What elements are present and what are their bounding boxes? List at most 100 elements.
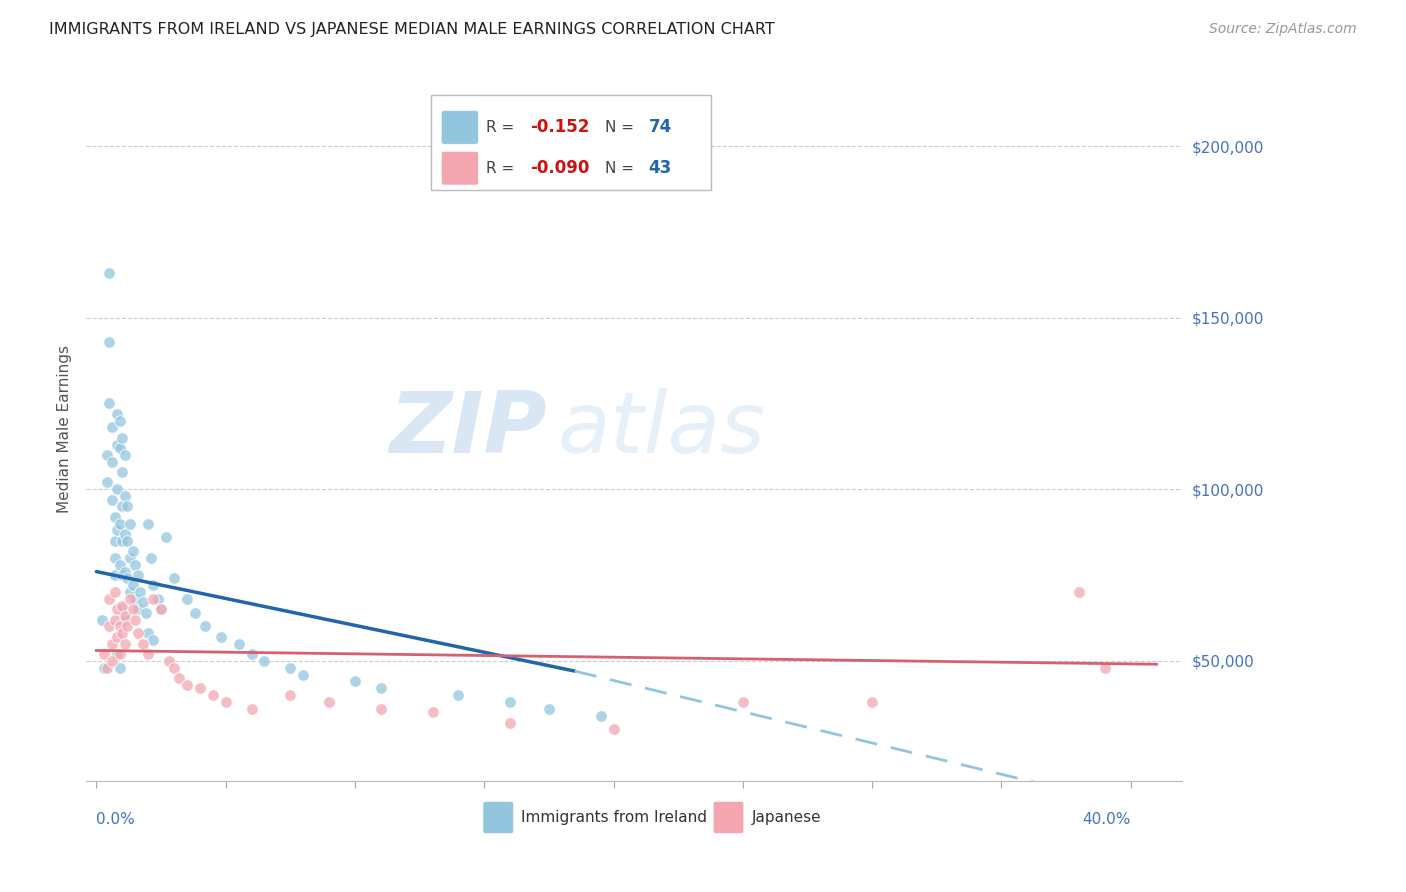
Text: ZIP: ZIP xyxy=(389,388,547,471)
Point xyxy=(589,708,612,723)
Point xyxy=(499,695,522,709)
Point xyxy=(111,500,134,514)
Text: Immigrants from Ireland: Immigrants from Ireland xyxy=(522,810,707,825)
Point xyxy=(139,550,162,565)
FancyBboxPatch shape xyxy=(482,801,513,834)
Point xyxy=(240,702,263,716)
Point xyxy=(499,715,522,730)
Point xyxy=(105,647,128,661)
Text: 40.0%: 40.0% xyxy=(1083,812,1130,827)
Point xyxy=(148,592,170,607)
Point xyxy=(194,619,217,633)
Point xyxy=(731,695,754,709)
Point xyxy=(124,558,146,572)
Point xyxy=(121,544,143,558)
Point xyxy=(101,455,124,469)
Point xyxy=(108,414,131,428)
Point xyxy=(228,637,250,651)
FancyBboxPatch shape xyxy=(441,152,478,185)
Text: 43: 43 xyxy=(648,159,672,178)
Point xyxy=(343,674,366,689)
Point xyxy=(117,533,139,548)
Point xyxy=(108,619,131,633)
Point xyxy=(108,441,131,455)
Text: N =: N = xyxy=(605,161,638,176)
Text: -0.152: -0.152 xyxy=(530,119,589,136)
Text: -0.090: -0.090 xyxy=(530,159,589,178)
Point xyxy=(176,592,198,607)
Text: 74: 74 xyxy=(648,119,672,136)
Point xyxy=(114,489,136,503)
Point xyxy=(90,613,112,627)
Point xyxy=(105,602,128,616)
Point xyxy=(105,482,128,496)
Text: 0.0%: 0.0% xyxy=(97,812,135,827)
Point xyxy=(118,592,141,607)
Point xyxy=(108,647,131,661)
Point xyxy=(98,266,121,280)
Point xyxy=(1067,585,1090,599)
Point xyxy=(370,681,392,696)
Point xyxy=(188,681,211,696)
Point xyxy=(167,671,190,685)
Point xyxy=(121,578,143,592)
Point xyxy=(537,702,560,716)
Point xyxy=(111,626,134,640)
Point xyxy=(103,568,125,582)
Point xyxy=(98,334,121,349)
Point xyxy=(422,705,444,719)
Point xyxy=(240,647,263,661)
Point xyxy=(602,723,624,737)
Point xyxy=(93,647,115,661)
Point xyxy=(103,585,125,599)
Point xyxy=(114,448,136,462)
Point xyxy=(114,609,136,624)
Point xyxy=(111,568,134,582)
Point xyxy=(209,630,232,644)
Point xyxy=(101,492,124,507)
Point xyxy=(117,619,139,633)
Point xyxy=(124,613,146,627)
Point xyxy=(1094,660,1116,674)
Text: atlas: atlas xyxy=(557,388,765,471)
Point xyxy=(105,524,128,538)
Point xyxy=(132,637,155,651)
Point xyxy=(136,626,159,640)
Point xyxy=(118,550,141,565)
Point xyxy=(155,530,177,544)
Point xyxy=(118,585,141,599)
Point xyxy=(96,660,118,674)
Point xyxy=(108,558,131,572)
Point xyxy=(142,633,165,648)
Point xyxy=(121,602,143,616)
Point xyxy=(157,654,180,668)
Point xyxy=(105,630,128,644)
Text: IMMIGRANTS FROM IRELAND VS JAPANESE MEDIAN MALE EARNINGS CORRELATION CHART: IMMIGRANTS FROM IRELAND VS JAPANESE MEDI… xyxy=(49,22,775,37)
Point xyxy=(215,695,238,709)
Point xyxy=(103,550,125,565)
Point xyxy=(118,516,141,531)
Point xyxy=(142,592,165,607)
Point xyxy=(447,688,470,702)
FancyBboxPatch shape xyxy=(432,95,711,190)
Text: N =: N = xyxy=(605,120,638,135)
Point xyxy=(111,465,134,479)
Point xyxy=(111,602,134,616)
Y-axis label: Median Male Earnings: Median Male Earnings xyxy=(58,345,72,513)
Point xyxy=(163,660,186,674)
Point xyxy=(136,516,159,531)
Point xyxy=(114,565,136,579)
Point xyxy=(127,568,149,582)
Point xyxy=(101,420,124,434)
Point xyxy=(96,475,118,490)
Point xyxy=(117,500,139,514)
Point xyxy=(101,637,124,651)
FancyBboxPatch shape xyxy=(713,801,744,834)
Point xyxy=(93,660,115,674)
Point xyxy=(127,602,149,616)
Point xyxy=(108,516,131,531)
Point xyxy=(98,396,121,410)
Point xyxy=(108,660,131,674)
Point xyxy=(98,619,121,633)
Point xyxy=(111,533,134,548)
